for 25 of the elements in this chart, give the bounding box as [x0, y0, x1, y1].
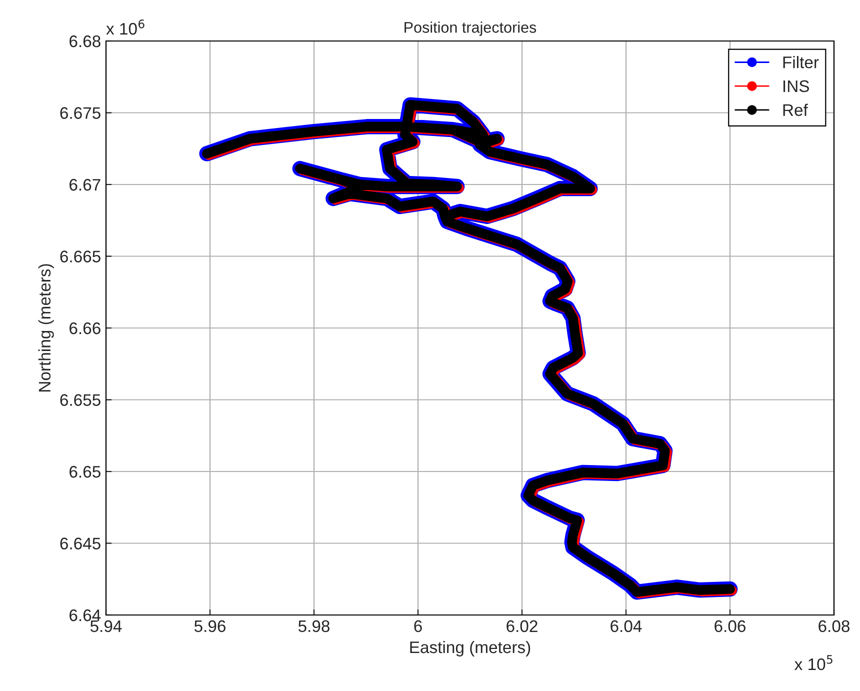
x-axis-title: Easting (meters) — [410, 640, 530, 656]
x-tick-label: 5.98 — [298, 620, 330, 632]
y-tick-label: 6.68 — [70, 35, 100, 48]
y-tick-label: 6.65 — [70, 466, 100, 478]
y-tick-label: 6.645 — [60, 538, 100, 550]
y-tick-label: 6.64 — [70, 609, 101, 622]
x-tick-label: 6.08 — [818, 620, 850, 632]
legend-label: Ref — [783, 104, 808, 116]
x-tick-label: 6.04 — [610, 620, 642, 632]
text: x 10$^{5}$ — [794, 655, 832, 670]
text: x 10$^{6}$ — [106, 20, 144, 35]
x-tick-label: 5.96 — [194, 620, 226, 632]
chart-title: Position trajectories — [404, 22, 536, 36]
y-tick-label: 6.675 — [60, 107, 100, 119]
y-axis-title: Northing (meters) — [38, 264, 54, 392]
y-tick-label: 6.655 — [60, 394, 100, 406]
y-tick-label: 6.67 — [70, 178, 100, 191]
y-tick-label: 6.66 — [70, 322, 100, 334]
x-tick-label: 6 — [414, 620, 422, 632]
legend-label: INS — [784, 80, 809, 92]
legend-label: Filter — [783, 56, 819, 68]
x-tick-label: 6.06 — [714, 620, 746, 632]
x-tick-label: 5.94 — [90, 620, 122, 632]
y-tick-label: 6.665 — [60, 250, 100, 262]
x-tick-label: 6.02 — [506, 620, 538, 632]
